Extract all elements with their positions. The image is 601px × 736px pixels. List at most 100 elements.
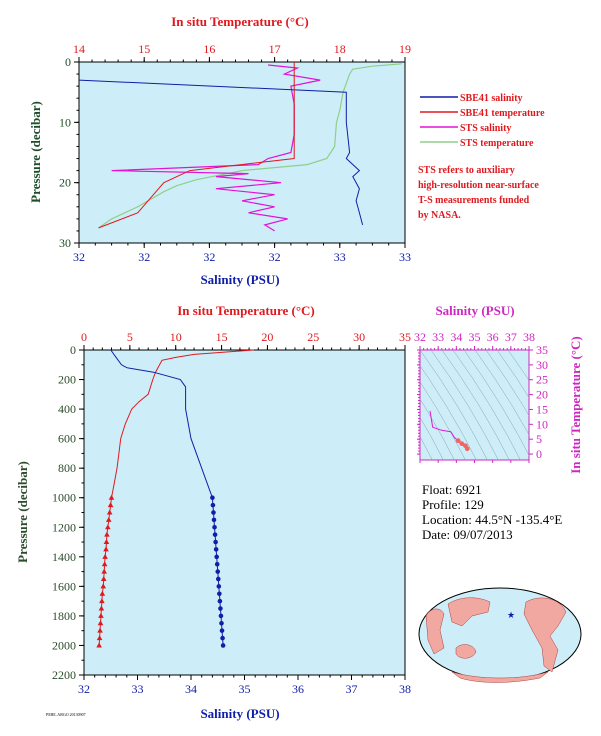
ts-sal-tick-label: 38 bbox=[523, 330, 535, 344]
ts-temp-tick-label: 10 bbox=[536, 417, 548, 431]
bottom-sal-tick-label: 37 bbox=[346, 682, 358, 696]
ts-deep-sample-marker bbox=[464, 446, 470, 452]
bottom-sal-tick-label: 36 bbox=[292, 682, 304, 696]
ts-density-contour bbox=[420, 365, 477, 460]
top-series-sbe41-temperature bbox=[98, 62, 295, 229]
ts-temp-tick-label: 35 bbox=[536, 343, 548, 357]
bottom-pres-tick-label: 800 bbox=[58, 461, 76, 475]
bottom-temp-sample-marker bbox=[102, 553, 108, 559]
top-temp-tick-label: 17 bbox=[269, 42, 281, 56]
top-series bbox=[78, 62, 402, 232]
legend-note-line-4: by NASA. bbox=[418, 210, 461, 221]
bottom-pres-tick-label: 200 bbox=[58, 373, 76, 387]
ts-temp-axis-label: In situ Temperature (°C) bbox=[568, 336, 583, 474]
map-land-americas bbox=[523, 597, 567, 673]
top-temp-tick-label: 16 bbox=[203, 42, 215, 56]
map-land-australia bbox=[455, 644, 477, 659]
top-temp-tick-label: 18 bbox=[334, 42, 346, 56]
bottom-sal-sample-marker bbox=[215, 569, 221, 574]
bottom-temp-tick-label: 30 bbox=[353, 330, 365, 344]
bottom-temp-sample-marker bbox=[100, 575, 107, 581]
bottom-temp-sample-marker bbox=[107, 502, 114, 508]
profile-date: Date: 09/07/2013 bbox=[422, 527, 513, 542]
bottom-temp-sample-marker bbox=[100, 583, 107, 589]
bottom-sal-sample-marker bbox=[211, 510, 216, 515]
top-pres-tick-label: 0 bbox=[65, 55, 71, 69]
ts-sal-tick-label: 36 bbox=[487, 330, 499, 344]
legend-label-sbe41-salinity: SBE41 salinity bbox=[460, 93, 523, 104]
bottom-series bbox=[96, 349, 254, 648]
bottom-temp-tick-label: 35 bbox=[399, 330, 411, 344]
bottom-series-line bbox=[110, 349, 213, 498]
bottom-temp-sample-marker bbox=[106, 509, 113, 515]
bottom-pres-tick-label: 600 bbox=[58, 432, 76, 446]
bottom-sal-sample-marker bbox=[217, 598, 223, 604]
bottom-pressure-axis-label: Pressure (decibar) bbox=[15, 461, 30, 563]
bottom-temp-axis-label: In situ Temperature (°C) bbox=[177, 303, 315, 318]
ts-sal-tick-label: 34 bbox=[450, 330, 462, 344]
legend-label-sts-salinity: STS salinity bbox=[460, 123, 511, 134]
bottom-pres-tick-label: 1000 bbox=[52, 491, 76, 505]
bottom-temp-sample-marker bbox=[96, 635, 103, 641]
bottom-sal-sample-marker bbox=[220, 635, 225, 641]
top-sal-tick-label: 32 bbox=[138, 250, 150, 264]
bottom-temp-sample-marker bbox=[99, 598, 105, 604]
bottom-sal-sample-marker bbox=[210, 502, 216, 508]
ts-salinity-axis-label: Salinity (PSU) bbox=[435, 303, 514, 318]
bottom-temp-tick-label: 10 bbox=[170, 330, 182, 344]
bottom-sal-tick-label: 32 bbox=[78, 682, 90, 696]
ts-density-contour bbox=[420, 350, 488, 460]
ts-density-contour bbox=[452, 350, 521, 460]
ts-density-contour bbox=[430, 350, 499, 460]
bottom-sal-sample-marker bbox=[212, 524, 217, 530]
bottom-temp-tick-label: 5 bbox=[127, 330, 133, 344]
top-pressure-axis-label: Pressure (decibar) bbox=[28, 101, 43, 203]
ts-sal-tick-label: 37 bbox=[505, 330, 517, 344]
legend-label-sts-temperature: STS temperature bbox=[460, 138, 534, 149]
bottom-pres-tick-label: 0 bbox=[70, 343, 76, 357]
legend-note-line-2: high-resolution near-surface bbox=[418, 180, 539, 191]
ts-temp-tick-label: 25 bbox=[536, 373, 548, 387]
ts-density-contour bbox=[485, 350, 529, 416]
ts-density-contour bbox=[441, 350, 510, 460]
top-pres-tick-label: 10 bbox=[59, 115, 71, 129]
top-series-sbe41-salinity bbox=[78, 79, 364, 226]
bottom-sal-tick-label: 33 bbox=[132, 682, 144, 696]
profile-number: Profile: 129 bbox=[422, 497, 484, 512]
ts-temp-tick-label: 20 bbox=[536, 388, 548, 402]
top-series-sts-salinity bbox=[111, 64, 321, 232]
bottom-temp-tick-label: 15 bbox=[216, 330, 228, 344]
top-temp-tick-label: 14 bbox=[73, 42, 85, 56]
top-pres-tick-label: 20 bbox=[59, 176, 71, 190]
ts-sal-tick-label: 32 bbox=[414, 330, 426, 344]
top-sal-tick-label: 33 bbox=[334, 250, 346, 264]
map-land-antarctica bbox=[451, 671, 549, 683]
ts-sal-tick-label: 33 bbox=[432, 330, 444, 344]
bottom-sal-sample-marker bbox=[213, 547, 219, 552]
top-sal-tick-label: 32 bbox=[203, 250, 215, 264]
bottom-temp-sample-marker bbox=[101, 568, 107, 574]
bottom-temp-sample-marker bbox=[108, 494, 115, 500]
ts-density-contour bbox=[420, 398, 455, 460]
ts-deep-sample-marker bbox=[455, 438, 461, 444]
ts-density-contour bbox=[496, 350, 529, 398]
bottom-sal-sample-marker bbox=[210, 495, 215, 501]
float-info: Float: 6921 Profile: 129 Location: 44.5°… bbox=[422, 482, 562, 542]
legend-note-line-3: T-S measurements funded bbox=[418, 195, 530, 206]
ts-density-contours bbox=[420, 350, 529, 460]
bottom-salinity-axis-label: Salinity (PSU) bbox=[200, 706, 279, 721]
bottom-pres-tick-label: 1600 bbox=[52, 579, 76, 593]
bottom-temp-tick-label: 20 bbox=[261, 330, 273, 344]
bottom-temp-sample-marker bbox=[98, 605, 105, 611]
bottom-sal-sample-marker bbox=[213, 539, 218, 545]
top-temp-tick-label: 15 bbox=[138, 42, 150, 56]
top-axes: 14 15 16 17 18 19 32 32 32 32 33 33 0 10 20 30 bbox=[59, 42, 411, 264]
top-temp-axis-label: In situ Temperature (°C) bbox=[171, 14, 309, 29]
bottom-temp-sample-marker bbox=[105, 516, 112, 522]
bottom-temp-sample-marker bbox=[104, 531, 110, 537]
bottom-sal-tick-label: 38 bbox=[399, 682, 411, 696]
bottom-series-line bbox=[111, 349, 254, 498]
top-series-sts-temperature bbox=[98, 63, 402, 229]
